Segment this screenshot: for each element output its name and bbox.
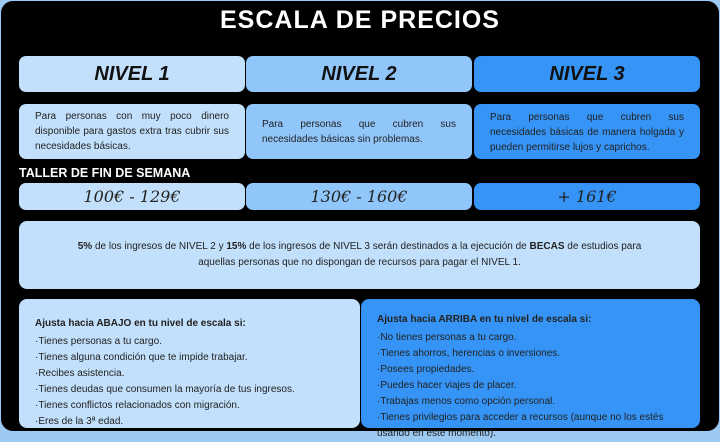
becas-text-1: de los ingresos de NIVEL 2 y (92, 241, 227, 252)
list-item: ·Tienes personas a tu cargo. (35, 336, 162, 347)
level-2-description: Para personas que cubren sus necesidades… (246, 104, 472, 159)
page-title: ESCALA DE PRECIOS (219, 6, 500, 34)
list-item: ·Tienes ahorros, herencias o inversiones… (377, 348, 561, 359)
level-1-description-text: Para personas con muy poco dinero dispon… (35, 111, 229, 152)
becas-text-2: de los ingresos de NIVEL 3 serán destina… (246, 241, 530, 252)
becas-text-3: de estudios para aquellas personas que n… (198, 241, 642, 268)
list-item: ·Tienes deudas que consumen la mayoría d… (35, 384, 295, 395)
level-3-header: NIVEL 3 (474, 56, 700, 92)
list-item: ·Tienes conflictos relacionados con migr… (35, 400, 240, 411)
level-2-description-text: Para personas que cubren sus necesidades… (262, 118, 456, 145)
list-item: ·Trabajas menos como opción personal. (377, 396, 556, 407)
adjust-down-box: Ajusta hacia ABAJO en tu nivel de escala… (19, 299, 360, 428)
becas-keyword: BECAS (529, 241, 565, 252)
list-item: ·Tienes privilegios para acceder a recur… (377, 412, 664, 439)
level-1-price: 100€ - 129€ (19, 183, 245, 210)
level-3-description-text: Para personas que cubren sus necesidades… (490, 112, 684, 153)
list-item: ·No tienes personas a tu cargo. (377, 332, 517, 343)
workshop-label: TALLER DE FIN DE SEMANA (19, 166, 191, 180)
list-item: ·Eres de la 3ª edad. (35, 416, 124, 427)
list-item: ·Posees propiedades. (377, 364, 475, 375)
adjust-down-heading: Ajusta hacia ABAJO en tu nivel de escala… (35, 318, 246, 329)
adjust-up-heading: Ajusta hacia ARRIBA en tu nivel de escal… (377, 314, 592, 325)
adjust-up-box: Ajusta hacia ARRIBA en tu nivel de escal… (361, 299, 700, 439)
level-1-header: NIVEL 1 (19, 56, 245, 92)
level-2-header: NIVEL 2 (246, 56, 472, 92)
level-3-price: + 161€ (474, 183, 700, 210)
level-3-description: Para personas que cubren sus necesidades… (474, 104, 700, 159)
becas-pct-1: 5% (77, 241, 93, 252)
list-item: ·Puedes hacer viajes de placer. (377, 380, 517, 391)
list-item: ·Tienes alguna condición que te impide t… (35, 352, 248, 363)
level-1-description: Para personas con muy poco dinero dispon… (19, 104, 245, 159)
level-2-price: 130€ - 160€ (246, 183, 472, 210)
list-item: ·Recibes asistencia. (35, 368, 125, 379)
becas-note: 5% de los ingresos de NIVEL 2 y 15% de l… (19, 221, 700, 289)
becas-pct-2: 15% (226, 241, 247, 252)
